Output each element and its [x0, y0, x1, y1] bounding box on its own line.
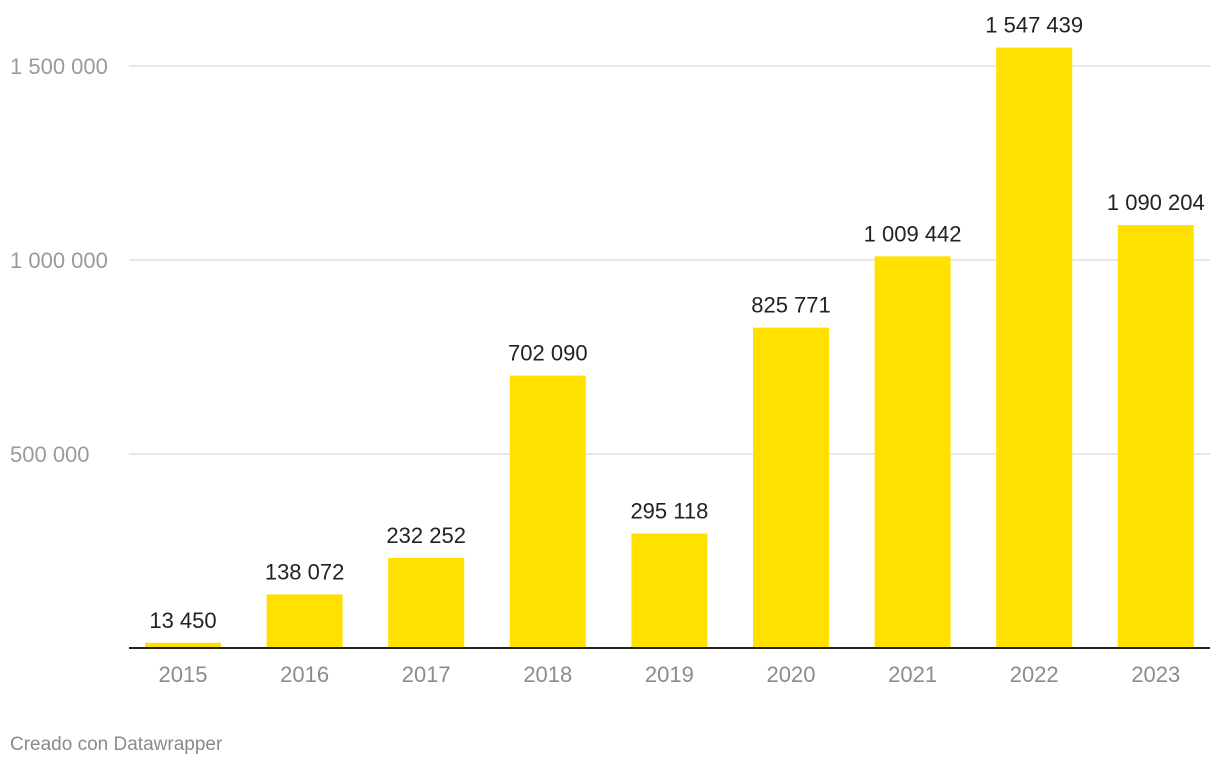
- credit-text: Creado con Datawrapper: [10, 734, 223, 755]
- y-tick-label: 1 500 000: [10, 54, 108, 79]
- x-tick-label: 2019: [645, 662, 694, 687]
- x-tick-label: 2017: [402, 662, 451, 687]
- bar-2016: [266, 594, 343, 648]
- bar-2017: [388, 557, 465, 648]
- x-tick-label: 2018: [523, 662, 572, 687]
- x-tick-label: 2020: [767, 662, 816, 687]
- value-label: 138 072: [265, 559, 345, 584]
- value-label: 702 090: [508, 341, 588, 366]
- bar-2021: [874, 256, 951, 648]
- bar-2019: [631, 533, 708, 648]
- x-tick-label: 2021: [888, 662, 937, 687]
- value-label: 1 090 204: [1107, 190, 1205, 215]
- bar-2020: [753, 327, 829, 648]
- x-tick-label: 2015: [159, 662, 208, 687]
- bar-2023: [1117, 225, 1194, 648]
- bar-2018: [509, 375, 586, 648]
- value-label: 1 547 439: [985, 13, 1083, 38]
- bar-2022: [996, 47, 1073, 648]
- value-label: 13 450: [149, 608, 216, 633]
- value-label: 295 118: [630, 498, 708, 523]
- x-tick-label: 2022: [1010, 662, 1059, 687]
- value-labels: 13 450 138 072 232 252 702 090 295 118 825 77…: [149, 13, 1204, 633]
- bar-2015: [145, 642, 221, 648]
- value-label: 825 771: [751, 293, 831, 318]
- x-tick-label: 2016: [280, 662, 329, 687]
- value-label: 232 252: [386, 523, 466, 548]
- y-axis-ticks: 500 000 1 000 000 1 500 000: [10, 54, 108, 467]
- y-tick-label: 500 000: [10, 442, 90, 467]
- x-tick-label: 2023: [1131, 662, 1180, 687]
- y-tick-label: 1 000 000: [10, 248, 108, 273]
- x-axis-ticks: 2015 2016 2017 2018 2019 2020 2021 2022 2023: [159, 662, 1181, 687]
- bars: [145, 47, 1194, 648]
- value-label: 1 009 442: [864, 221, 962, 246]
